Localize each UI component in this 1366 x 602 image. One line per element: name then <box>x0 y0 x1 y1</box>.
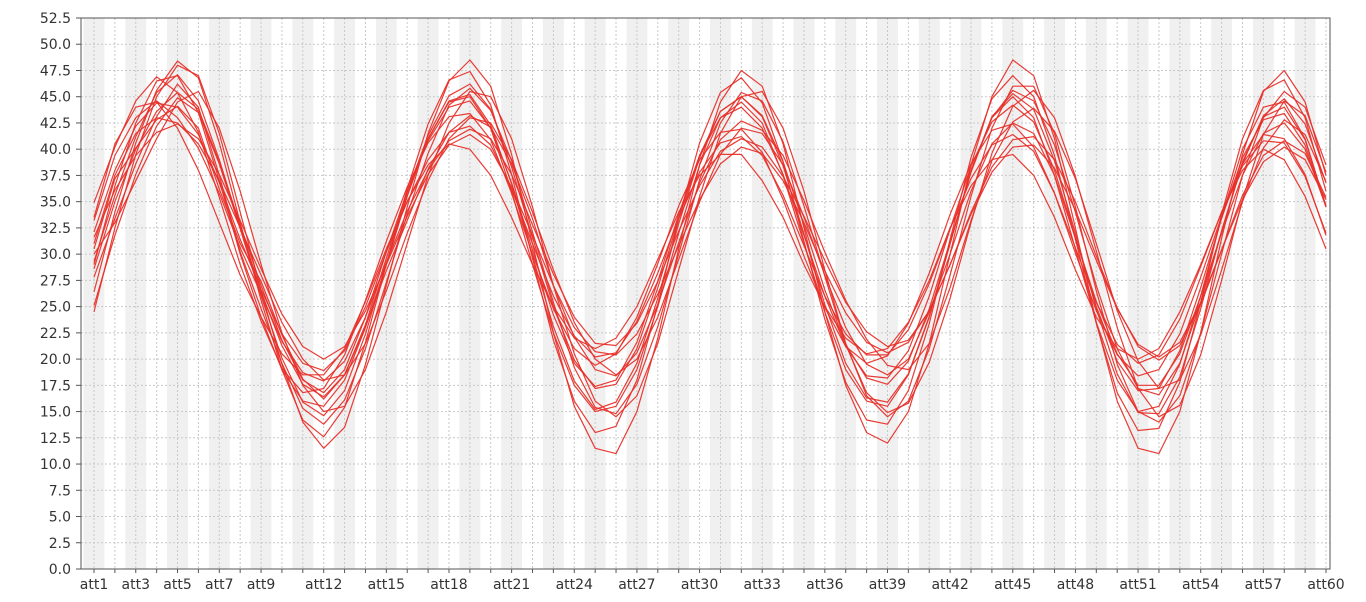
plot-background <box>83 18 1316 569</box>
x-tick-label: att30 <box>681 577 718 593</box>
x-tick-label: att60 <box>1307 577 1344 593</box>
x-tick-label: att54 <box>1182 577 1219 593</box>
y-tick-label: 52.5 <box>40 11 71 27</box>
x-tick-label: att12 <box>305 577 342 593</box>
series-line-13 <box>93 59 1327 455</box>
y-tick-label: 35.0 <box>40 195 71 211</box>
series-line-9 <box>93 102 1327 372</box>
y-tick-label: 7.5 <box>49 483 71 499</box>
x-tick-label: att7 <box>205 577 233 593</box>
y-tick-label: 50.0 <box>40 37 71 53</box>
x-tick-label: att9 <box>247 577 275 593</box>
x-tick-label: att5 <box>163 577 191 593</box>
column-band <box>542 18 564 569</box>
series-line-15 <box>93 75 1327 413</box>
y-tick-label: 2.5 <box>49 536 71 552</box>
data-series <box>93 59 1327 455</box>
column-band <box>417 18 439 569</box>
y-tick-label: 0.0 <box>49 562 71 578</box>
x-tick-label: att21 <box>493 577 530 593</box>
y-tick-label: 27.5 <box>40 273 71 289</box>
column-band <box>835 18 857 569</box>
column-band <box>1085 18 1107 569</box>
column-band <box>1211 18 1233 569</box>
x-tick-label: att48 <box>1057 577 1094 593</box>
column-band <box>877 18 898 569</box>
x-tick-label: att57 <box>1245 577 1282 593</box>
x-tick-label: att3 <box>122 577 150 593</box>
y-tick-label: 40.0 <box>40 142 71 158</box>
x-tick-label: att42 <box>931 577 968 593</box>
y-tick-label: 30.0 <box>40 247 71 263</box>
y-tick-label: 20.0 <box>40 352 71 368</box>
y-tick-label: 32.5 <box>40 221 71 237</box>
series-line-14 <box>93 117 1327 386</box>
x-tick-label: att15 <box>368 577 405 593</box>
x-tick-label: att33 <box>744 577 781 593</box>
column-band <box>167 18 188 569</box>
x-tick-label: att24 <box>556 577 593 593</box>
x-tick-label: att39 <box>869 577 906 593</box>
series-line-10 <box>93 91 1327 394</box>
column-band <box>334 18 356 569</box>
y-tick-label: 22.5 <box>40 326 71 342</box>
column-band <box>710 18 731 569</box>
column-band <box>83 18 105 569</box>
x-tick-label: att27 <box>618 577 655 593</box>
column-band <box>793 18 815 569</box>
x-tick-label: att51 <box>1119 577 1156 593</box>
column-band <box>1127 18 1149 569</box>
y-tick-label: 17.5 <box>40 378 71 394</box>
y-tick-label: 10.0 <box>40 457 71 473</box>
column-band <box>1044 18 1065 569</box>
series-line-7 <box>93 123 1327 360</box>
y-tick-label: 45.0 <box>40 90 71 106</box>
column-band <box>668 18 690 569</box>
x-axis: att1 att3 att5 att7 att9 att12 att15 att18 att21… <box>80 569 1345 593</box>
y-tick-label: 37.5 <box>40 168 71 184</box>
y-tick-label: 47.5 <box>40 63 71 79</box>
x-tick-label: att18 <box>430 577 467 593</box>
column-band <box>751 18 773 569</box>
series-line-2 <box>93 83 1327 425</box>
plot-frame <box>80 17 1331 570</box>
y-axis: 0.0 2.5 5.0 7.5 10.0 12.5 15.0 17.5 20.0 22.5 25.0… <box>40 11 81 578</box>
x-tick-label: att45 <box>994 577 1031 593</box>
column-band <box>208 18 230 569</box>
x-tick-label: att36 <box>806 577 843 593</box>
series-line-12 <box>93 101 1327 376</box>
column-band <box>1252 18 1274 569</box>
y-tick-label: 15.0 <box>40 405 71 421</box>
y-tick-label: 12.5 <box>40 431 71 447</box>
column-band <box>626 18 648 569</box>
y-tick-label: 5.0 <box>49 510 71 526</box>
x-tick-label: att1 <box>80 577 108 593</box>
y-tick-label: 42.5 <box>40 116 71 132</box>
column-band <box>918 18 940 569</box>
y-tick-label: 25.0 <box>40 300 71 316</box>
column-band <box>292 18 314 569</box>
column-band <box>1169 18 1191 569</box>
column-band <box>375 18 397 569</box>
